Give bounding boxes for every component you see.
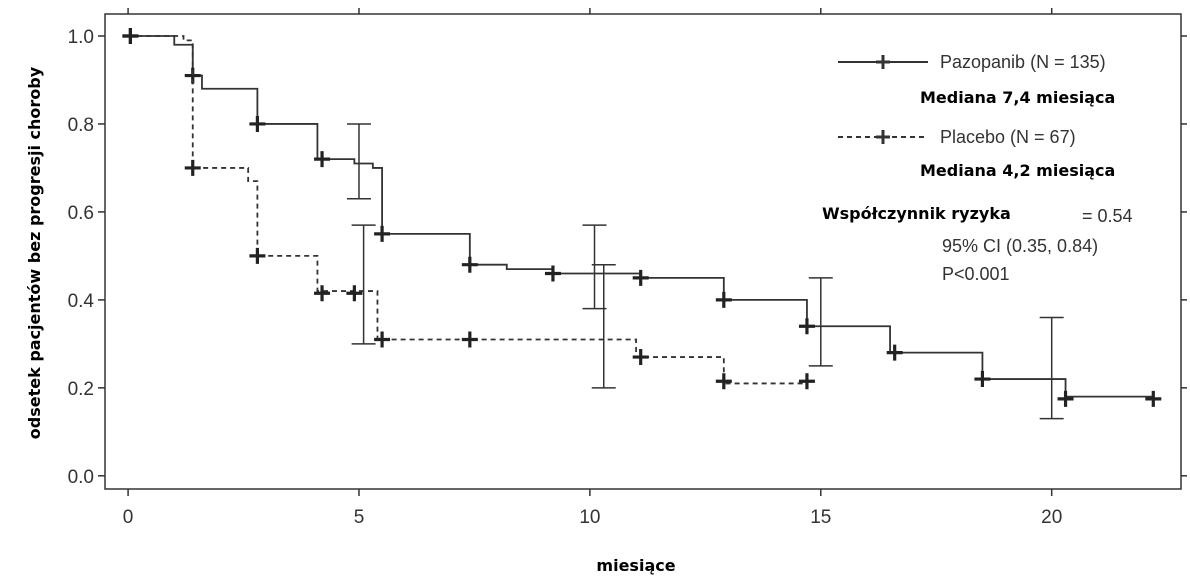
confidence-interval: 95% CI (0.35, 0.84) [942, 236, 1098, 256]
error-bar-pazopanib [346, 123, 371, 200]
censor-mark-pazopanib [374, 225, 391, 242]
hr-label: Współczynnik ryzyka [822, 204, 1011, 223]
censor-mark-pazopanib [314, 151, 331, 168]
censor-mark-placebo [715, 373, 732, 390]
censor-mark-pazopanib [886, 344, 903, 361]
x-axis-title: miesiące [596, 556, 675, 575]
x-tick-label: 20 [1041, 507, 1062, 528]
x-tick-label: 15 [810, 507, 831, 528]
censor-mark-placebo [798, 373, 815, 390]
censor-mark-pazopanib [632, 269, 649, 286]
censor-mark-placebo [249, 247, 266, 264]
y-tick-label: 0.4 [68, 291, 95, 312]
censor-mark-placebo [374, 331, 391, 348]
legend: Pazopanib (N = 135) Mediana 7,4 miesiąca… [838, 52, 1115, 180]
censor-mark-placebo [346, 285, 363, 302]
plot-frame [104, 13, 1182, 490]
legend-marker-pazopanib [876, 55, 890, 69]
y-tick-label: 0.8 [68, 115, 94, 136]
censor-mark-pazopanib [1145, 390, 1162, 407]
error-bar-pazopanib [808, 277, 833, 367]
p-value: P<0.001 [942, 264, 1010, 284]
legend-marker-placebo [876, 130, 890, 144]
x-tick-label: 10 [579, 507, 600, 528]
median-pazopanib: Mediana 7,4 miesiąca [920, 88, 1115, 107]
censor-mark-placebo [314, 285, 331, 302]
y-tick-label: 1.0 [68, 27, 94, 48]
censor-mark-placebo [632, 349, 649, 366]
median-placebo: Mediana 4,2 miesiąca [920, 161, 1115, 180]
censor-mark-pazopanib [249, 115, 266, 132]
legend-label-pazopanib: Pazopanib (N = 135) [940, 52, 1106, 72]
censor-mark-pazopanib [1057, 390, 1074, 407]
error-bar-pazopanib [1039, 316, 1064, 420]
y-tick-label: 0.6 [68, 203, 94, 224]
x-tick-label: 5 [354, 507, 365, 528]
censor-mark-pazopanib [461, 256, 478, 273]
y-tick-label: 0.2 [68, 379, 94, 400]
hr-value: = 0.54 [1082, 206, 1133, 226]
censor-mark-pazopanib [544, 265, 561, 282]
censor-mark-placebo [184, 159, 201, 176]
x-tick-label: 0 [123, 507, 134, 528]
censor-mark-placebo [122, 27, 139, 44]
series-layer [122, 27, 1162, 420]
y-tick-label: 0.0 [68, 467, 94, 488]
hazard-ratio-block: Współczynnik ryzyka = 0.54 95% CI (0.35,… [822, 204, 1133, 284]
legend-label-placebo: Placebo (N = 67) [940, 127, 1076, 147]
censor-mark-placebo [461, 331, 478, 348]
error-bar-placebo [591, 263, 616, 389]
censor-mark-pazopanib [715, 291, 732, 308]
y-axis-title: odsetek pacjentów bez progresji choroby [25, 66, 44, 439]
series-line-placebo [128, 35, 807, 385]
y-axis: 0.0 0.2 0.4 0.6 0.8 1.0 [68, 27, 1187, 488]
x-axis: 0 5 10 15 20 [123, 8, 1062, 528]
censor-mark-pazopanib [798, 318, 815, 335]
error-bar-pazopanib [582, 224, 607, 310]
censor-mark-pazopanib [974, 371, 991, 388]
error-bar-placebo [351, 224, 376, 345]
